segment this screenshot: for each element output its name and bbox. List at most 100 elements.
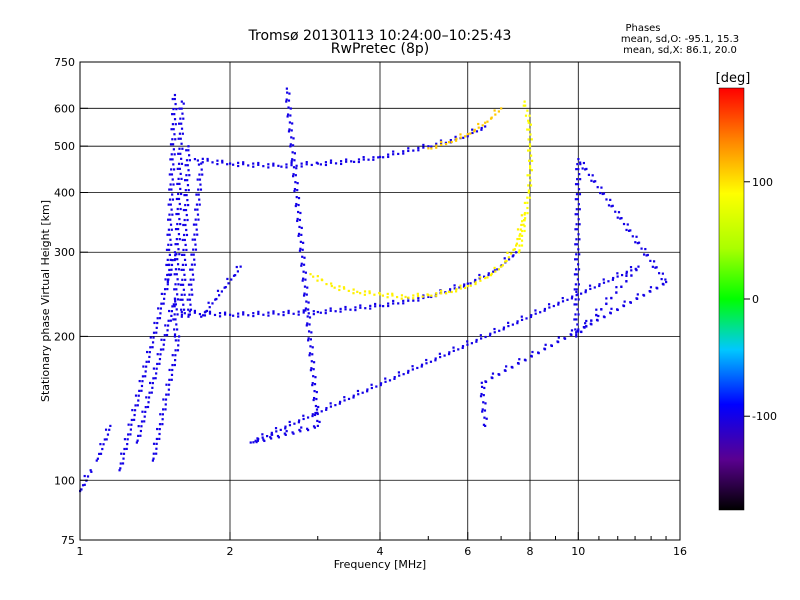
data-point [215,297,218,301]
data-point [174,303,178,306]
data-point [530,154,533,157]
stats-o: mean, sd,O: -95.1, 15.3 [621,34,739,45]
data-point [605,198,608,201]
y-tick-label: 200 [54,330,75,343]
data-point [316,412,319,416]
stats-x: mean, sd,X: 86.1, 20.0 [623,45,737,56]
data-point [575,303,578,306]
data-point [181,298,184,301]
data-point [171,213,174,216]
data-point [480,392,483,396]
data-point [175,253,178,256]
data-point [158,432,161,436]
data-point [392,150,395,153]
data-point [165,248,169,251]
data-point [429,360,433,363]
data-point [312,313,315,316]
data-point [300,233,303,236]
data-point [523,225,526,228]
data-point [186,179,189,182]
data-point [104,428,108,431]
data-point [176,313,179,316]
data-point [178,202,181,206]
data-point [576,163,579,166]
data-point [176,263,180,266]
data-point [257,161,260,165]
data-point [352,160,356,163]
data-point [175,288,178,291]
data-point [172,163,175,166]
data-point [600,308,603,311]
data-point [461,346,464,350]
data-point [393,376,396,379]
data-point [180,315,183,318]
data-point [201,157,204,160]
data-point [312,361,316,364]
data-point [402,373,405,376]
data-point [354,308,357,312]
data-point [454,135,457,138]
data-point [318,420,321,424]
data-point [184,208,188,212]
data-point [156,317,159,320]
data-point [400,294,404,297]
data-point [617,211,621,214]
data-point [397,371,401,374]
data-point [133,418,136,421]
data-point [175,308,178,311]
data-point [523,211,527,215]
data-point [316,310,319,314]
data-point [469,282,472,285]
data-point [302,263,306,266]
data-point [319,311,322,314]
data-point [310,367,313,370]
data-point [310,163,313,167]
data-point [162,302,165,305]
data-point [526,174,529,177]
data-point [627,229,631,232]
data-point [174,227,178,231]
data-point [520,214,523,217]
data-point [459,284,462,287]
data-point [183,293,186,296]
data-point [312,375,315,378]
data-point [397,152,400,156]
data-point [144,410,147,413]
data-point [290,160,293,163]
data-point [484,121,487,124]
data-point [134,394,138,397]
data-point [310,360,313,363]
data-point [155,367,158,370]
data-point [163,334,166,337]
data-point [138,389,141,392]
data-point [615,291,618,294]
data-point [526,212,529,215]
data-point [126,438,129,441]
data-point [201,173,204,176]
data-point [184,278,187,281]
data-point [518,244,521,247]
data-point [164,403,167,406]
data-point [242,163,245,166]
data-point [510,365,513,369]
data-point [625,272,628,275]
data-point [108,428,111,431]
data-point [440,143,443,146]
data-point [392,299,395,303]
data-point [574,228,577,231]
data-point [313,396,316,400]
data-point [283,432,286,435]
data-point [95,459,98,462]
data-point [300,264,303,267]
data-point [661,272,664,275]
data-point [462,285,466,288]
data-point [443,354,446,357]
data-point [530,354,533,357]
data-point [475,130,479,133]
data-point [166,278,170,282]
data-point [573,303,576,306]
data-point [170,228,173,231]
data-point [315,397,318,401]
data-point [333,286,336,289]
data-point [576,198,580,201]
